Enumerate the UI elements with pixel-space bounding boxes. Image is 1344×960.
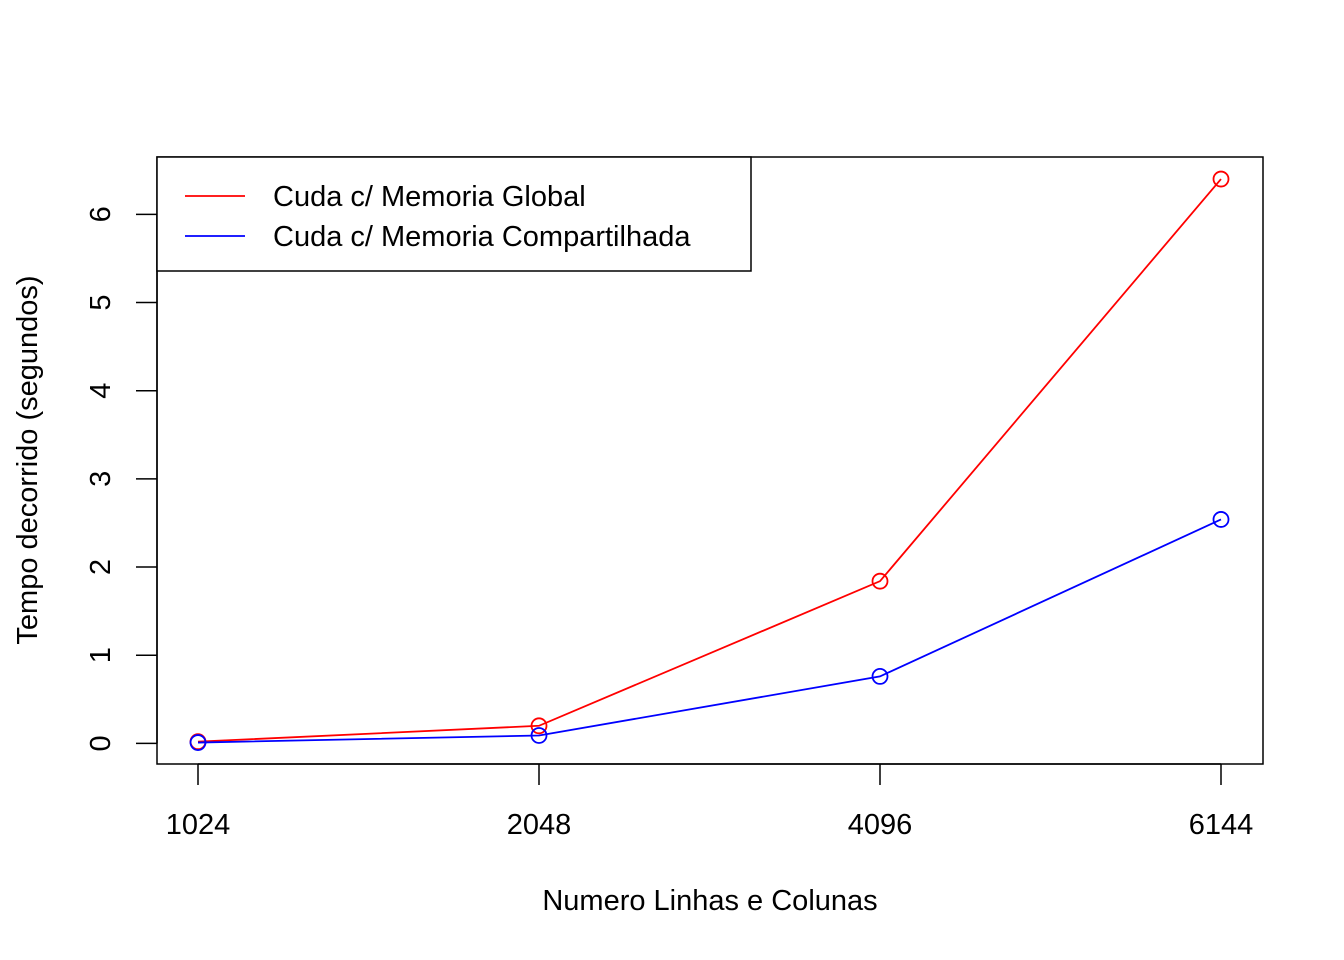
y-axis-label: Tempo decorrido (segundos) — [12, 275, 44, 644]
x-tick-label: 1024 — [166, 809, 231, 841]
x-axis: 1024 2048 4096 6144 — [166, 763, 1254, 841]
legend-label: Cuda c/ Memoria Global — [273, 181, 586, 213]
x-tick-label: 4096 — [848, 809, 913, 841]
legend: Cuda c/ Memoria Global Cuda c/ Memoria Co… — [156, 156, 752, 272]
series-layer — [189, 170, 1230, 751]
data-point — [530, 717, 548, 735]
y-tick-label: 0 — [85, 735, 117, 751]
legend-label: Cuda c/ Memoria Compartilhada — [273, 221, 691, 253]
data-point — [530, 727, 548, 744]
legend-box — [156, 156, 752, 272]
y-tick-label: 3 — [85, 471, 117, 487]
y-axis: 0 1 2 3 4 5 6 — [85, 206, 158, 751]
x-tick-label: 2048 — [507, 809, 572, 841]
y-tick-label: 6 — [85, 206, 117, 222]
y-tick-label: 4 — [85, 383, 117, 399]
series-line — [197, 178, 1222, 743]
data-point — [871, 668, 889, 685]
x-tick-label: 6144 — [1189, 809, 1254, 841]
data-point — [871, 572, 889, 590]
data-point — [1212, 511, 1230, 528]
data-point — [1212, 170, 1230, 188]
y-tick-label: 1 — [85, 647, 117, 663]
data-point — [189, 734, 207, 751]
x-axis-label: Numero Linhas e Colunas — [542, 885, 877, 917]
y-tick-label: 2 — [85, 559, 117, 575]
series-line — [197, 518, 1222, 744]
y-tick-label: 5 — [85, 294, 117, 310]
series-2 — [189, 511, 1230, 751]
